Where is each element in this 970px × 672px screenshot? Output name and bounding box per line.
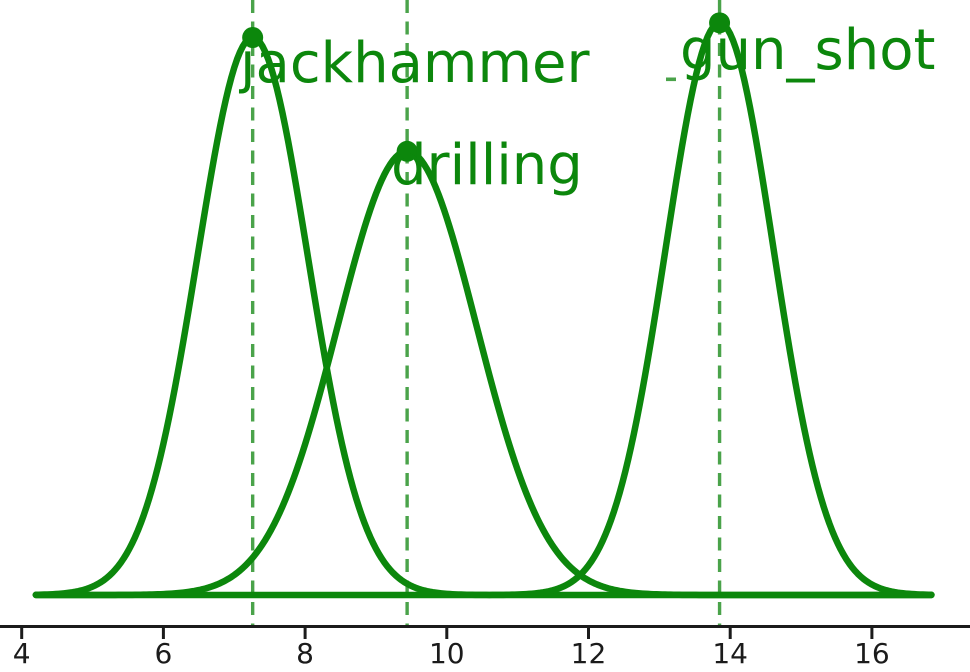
x-tick-label-14: 14: [712, 637, 749, 670]
density-curve-drilling: [32, 148, 935, 599]
density-curve-jackhammer: [32, 34, 935, 599]
peak-marker-drilling: [396, 140, 418, 162]
class-label-drilling: drilling: [391, 133, 583, 198]
density-curve-gun_shot: [32, 19, 935, 599]
annotation-dash: [666, 77, 676, 82]
x-tick-label-6: 6: [154, 637, 173, 670]
class-label-gun_shot: gun_shot: [680, 18, 936, 83]
peak-marker-jackhammer: [242, 27, 264, 49]
x-tick-label-8: 8: [296, 637, 315, 670]
x-tick-label-10: 10: [428, 637, 465, 670]
x-tick-label-12: 12: [570, 637, 607, 670]
class-label-jackhammer: jackhammer: [240, 31, 590, 96]
peak-marker-gun_shot: [709, 12, 731, 34]
x-tick-label-4: 4: [12, 637, 31, 670]
x-tick-label-16: 16: [854, 637, 890, 670]
